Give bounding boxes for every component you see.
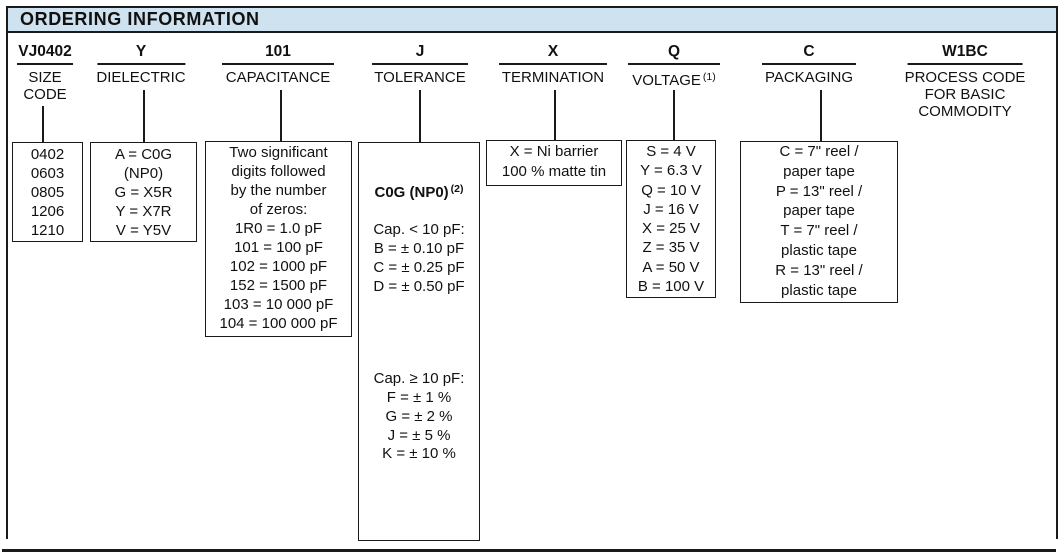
code-underline (17, 63, 73, 65)
size-code-box: 0402 0603 0805 1206 1210 (12, 142, 83, 242)
code-underline (762, 63, 856, 65)
tolerance-section-c0g-ge10: Cap. ≥ 10 pF: F = ± 1 % G = ± 2 % J = ± … (373, 370, 465, 463)
column-head-process-code: W1BC PROCESS CODE FOR BASIC COMMODITY (905, 44, 1026, 120)
part-code-voltage: Q (667, 43, 681, 60)
panel-frame: ORDERING INFORMATION (6, 6, 1058, 539)
column-label-size-code: SIZE CODE (23, 68, 67, 103)
column-head-termination: X TERMINATION (499, 44, 607, 86)
code-underline (907, 63, 1023, 65)
part-code-dielectric: Y (135, 43, 147, 60)
column-label-packaging: PACKAGING (764, 68, 854, 86)
code-underline (222, 63, 334, 65)
packaging-box: C = 7" reel / paper tape P = 13" reel / … (740, 141, 898, 303)
column-head-packaging: C PACKAGING (762, 44, 856, 86)
tolerance-section-c0g: C0G (NP0) (2) Cap. < 10 pF: B = ± 0.10 pF… (359, 161, 479, 315)
connector-line-dielectric (143, 90, 145, 142)
dielectric-box: A = C0G (NP0) G = X5R Y = X7R V = Y5V (90, 142, 197, 242)
capacitance-box: Two significant digits followed by the n… (205, 141, 352, 337)
part-code-tolerance: J (415, 43, 425, 60)
code-underline (372, 63, 468, 65)
connector-line-size (42, 106, 44, 142)
column-head-size-code: VJ0402 SIZE CODE (17, 44, 73, 103)
column-label-voltage: VOLTAGE (1) (632, 70, 716, 89)
connector-line-voltage (673, 90, 675, 140)
column-label-dielectric: DIELECTRIC (96, 68, 186, 86)
column-head-voltage: Q VOLTAGE (1) (628, 44, 720, 89)
connector-line-packaging (820, 90, 822, 141)
header-bar: ORDERING INFORMATION (8, 8, 1056, 33)
part-code-termination: X (547, 43, 559, 60)
code-underline (97, 63, 185, 65)
termination-box: X = Ni barrier 100 % matte tin (486, 140, 622, 186)
column-head-dielectric: Y DIELECTRIC (96, 44, 185, 86)
column-label-process-code: PROCESS CODE FOR BASIC COMMODITY (904, 68, 1026, 120)
part-code-packaging: C (803, 43, 815, 60)
column-label-termination: TERMINATION (501, 68, 605, 86)
connector-line-tolerance (419, 90, 421, 142)
code-underline (499, 63, 607, 65)
part-code-process: W1BC (942, 43, 988, 60)
column-label-tolerance: TOLERANCE (374, 68, 466, 86)
column-head-tolerance: J TOLERANCE (372, 44, 468, 86)
page-bottom-rule (2, 549, 1056, 552)
voltage-box: S = 4 V Y = 6.3 V Q = 10 V J = 16 V X = … (626, 140, 716, 298)
part-code-size: VJ0402 (18, 43, 72, 60)
column-head-capacitance: 101 CAPACITANCE (222, 44, 334, 86)
tolerance-heading: C0G (NP0) (2) (374, 182, 464, 201)
connector-line-termination (554, 90, 556, 140)
column-label-capacitance: CAPACITANCE (225, 68, 331, 86)
tolerance-heading: X5R / X7R(2)(3) (359, 538, 479, 540)
page-title: ORDERING INFORMATION (20, 9, 260, 29)
tolerance-section-x5r-x7r: X5R / X7R(2)(3) J = ± 5 % K = ± 10 % M =… (359, 519, 479, 540)
connector-line-capacitance (280, 90, 282, 141)
code-underline (628, 63, 720, 65)
part-code-capacitance: 101 (265, 43, 291, 60)
tolerance-box: C0G (NP0) (2) Cap. < 10 pF: B = ± 0.10 pF… (358, 142, 480, 541)
